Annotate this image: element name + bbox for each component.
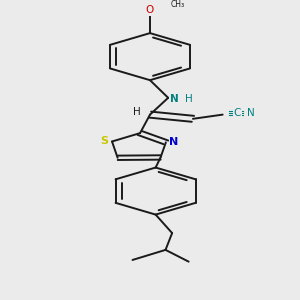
Text: S: S [100, 136, 108, 146]
Text: N: N [247, 108, 255, 118]
Text: N: N [169, 136, 179, 146]
Text: C: C [234, 108, 241, 118]
Text: H: H [185, 94, 193, 104]
Text: O: O [146, 5, 154, 15]
Text: CH₃: CH₃ [171, 0, 185, 9]
Text: H: H [133, 107, 141, 117]
Text: N: N [170, 94, 178, 104]
